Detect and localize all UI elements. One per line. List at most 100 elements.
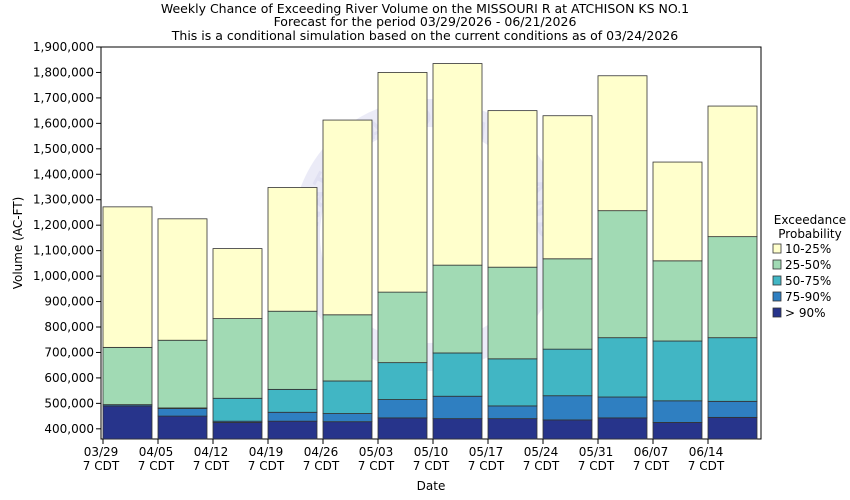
bar-segment [653,401,702,423]
y-tick-label: 600,000 [44,371,94,385]
bar-segment [708,401,757,417]
bar-segment [598,397,647,418]
x-tick-label-time: 7 CDT [303,459,340,473]
x-tick-label-time: 7 CDT [523,459,560,473]
legend-label: > 90% [785,306,826,320]
bar-segment [323,414,372,422]
bar-segment [543,396,592,420]
legend-swatch [773,308,781,317]
bar-segment [268,389,317,412]
y-tick-label: 800,000 [44,320,94,334]
bar-segment [653,422,702,439]
y-tick-label: 1,500,000 [33,142,94,156]
bar-segment [488,111,537,268]
bar-segment [103,406,152,439]
bar-segment [543,259,592,349]
x-tick-label-date: 04/12 [194,445,229,459]
bar-segment [598,418,647,439]
x-tick-label-date: 05/24 [524,445,559,459]
chart-title-line-2: Forecast for the period 03/29/2026 - 06/… [274,14,577,29]
y-tick-label: 400,000 [44,422,94,436]
bar-segment [598,211,647,338]
bar-segment [378,400,427,418]
chart-title: Weekly Chance of Exceeding River Volume … [161,1,689,43]
x-tick-label-date: 04/05 [139,445,174,459]
x-tick-label-date: 06/07 [634,445,669,459]
x-tick-label-date: 05/03 [359,445,394,459]
bar-segment [213,398,262,421]
bar-segment [323,381,372,414]
y-axis-label: Volume (AC-FT) [11,197,25,290]
y-tick-label: 1,700,000 [33,91,94,105]
legend-swatch [773,292,781,301]
x-tick-label-time: 7 CDT [358,459,395,473]
bar-segment [433,353,482,396]
y-tick-label: 500,000 [44,396,94,410]
x-tick-label-time: 7 CDT [633,459,670,473]
x-tick-label-time: 7 CDT [248,459,285,473]
x-tick-label-time: 7 CDT [138,459,175,473]
x-tick-label-time: 7 CDT [193,459,230,473]
bar-segment [598,338,647,397]
bar-segment [488,406,537,419]
bar-segment [488,359,537,406]
x-tick-label-time: 7 CDT [468,459,505,473]
y-tick-label: 1,000,000 [33,269,94,283]
bar-segment [268,421,317,439]
bar-segment [433,419,482,439]
legend-swatch [773,276,781,285]
x-tick-label-time: 7 CDT [578,459,615,473]
x-tick-label-date: 06/14 [689,445,724,459]
legend-label: 75-90% [785,290,831,304]
x-tick-label-date: 04/19 [249,445,284,459]
chart-title-line-3: This is a conditional simulation based o… [171,28,678,43]
bar-segment [378,363,427,400]
y-tick-label: 1,600,000 [33,116,94,130]
bar-segment [158,219,207,340]
bar-segment [213,249,262,319]
bar-segment [378,418,427,439]
bar-segment [268,311,317,389]
y-axis: 400,000500,000600,000700,000800,000900,0… [33,40,101,436]
legend-title-line-1: Exceedance [774,213,846,227]
bar-segment [158,408,207,416]
x-tick-label-time: 7 CDT [413,459,450,473]
bar-segment [323,422,372,439]
bar-segment [158,416,207,439]
legend: Exceedance Probability 10-25% 25-50% 50-75… [773,213,846,320]
y-tick-label: 1,100,000 [33,244,94,258]
x-tick-label-date: 05/31 [579,445,614,459]
bar-segment [708,237,757,338]
y-tick-label: 1,800,000 [33,65,94,79]
bar-segment [323,315,372,381]
bar-segment [543,349,592,396]
bar-segment [488,267,537,359]
y-tick-label: 1,900,000 [33,40,94,54]
bar-segment [433,265,482,353]
bar-segment [213,319,262,399]
legend-label: 50-75% [785,274,831,288]
bar-segment [213,422,262,439]
x-axis-label: Date [417,479,446,493]
y-tick-label: 900,000 [44,295,94,309]
bar-segment [268,188,317,312]
bar-segment [488,419,537,439]
bar-segment [158,340,207,408]
bar-segment [653,341,702,401]
legend-label: 25-50% [785,258,831,272]
bar-segment [433,64,482,266]
bar-segment [103,207,152,348]
bar-segment [598,76,647,211]
x-tick-label-time: 7 CDT [688,459,725,473]
bar-segment [268,412,317,421]
bar-segment [653,261,702,341]
bar-segment [543,116,592,259]
bar-segment [708,417,757,439]
x-tick-label-date: 05/17 [469,445,504,459]
y-tick-label: 1,200,000 [33,218,94,232]
bar-segment [653,162,702,261]
x-tick-label-date: 05/10 [414,445,449,459]
legend-swatch [773,244,781,253]
bar-segment [708,338,757,402]
